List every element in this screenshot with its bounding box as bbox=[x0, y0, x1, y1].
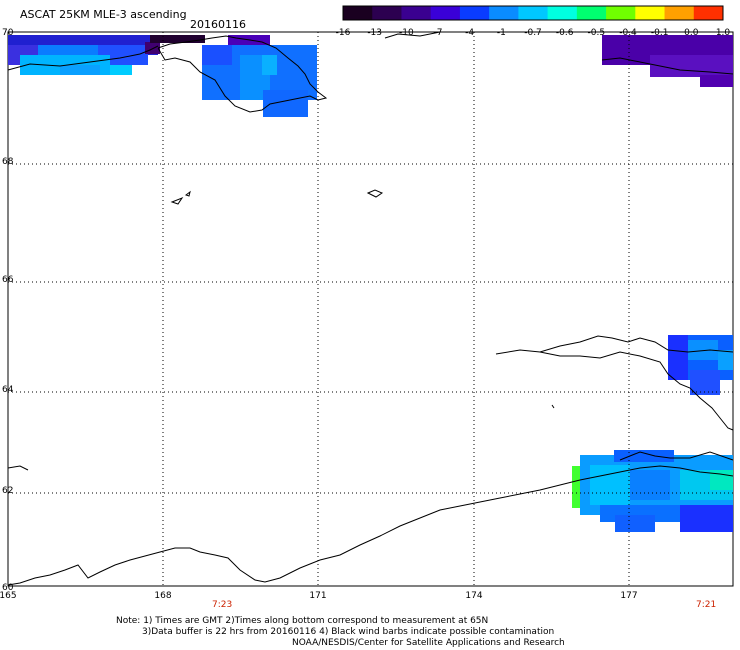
colorbar-label: -4 bbox=[465, 28, 474, 38]
colorbar-swatch bbox=[430, 6, 461, 20]
colorbar-label: -0.7 bbox=[524, 28, 542, 38]
colorbar-swatch bbox=[372, 6, 402, 20]
latitude-label: 70 bbox=[2, 28, 14, 38]
note-line-3: NOAA/NESDIS/Center for Satellite Applica… bbox=[292, 638, 565, 648]
time-label-right: 7:21 bbox=[696, 600, 717, 610]
colorbar-swatch bbox=[576, 6, 607, 20]
longitude-labels: 165 168 171 174 177 bbox=[0, 591, 638, 601]
colorbar-label: -0.1 bbox=[651, 28, 669, 38]
colorbar-swatch bbox=[489, 6, 519, 20]
latitude-label: 66 bbox=[2, 275, 14, 285]
colorbar-swatch bbox=[606, 6, 636, 20]
colorbar-label: -16 bbox=[336, 28, 351, 38]
colorbar-label: 1.0 bbox=[716, 28, 731, 38]
longitude-label: 168 bbox=[154, 591, 171, 601]
colorbar-swatch bbox=[459, 6, 490, 20]
longitude-label: 165 bbox=[0, 591, 17, 601]
longitude-label: 171 bbox=[309, 591, 326, 601]
colorbar-swatch bbox=[693, 6, 724, 20]
coastlines bbox=[7, 31, 734, 586]
data-swath-top-center bbox=[202, 35, 317, 117]
latitude-label: 62 bbox=[2, 486, 13, 496]
map-frame bbox=[7, 31, 734, 587]
colorbar-label: 0.0 bbox=[684, 28, 699, 38]
latitude-label: 60 bbox=[2, 583, 14, 593]
latitude-label: 64 bbox=[2, 385, 14, 395]
colorbar-frame bbox=[342, 5, 724, 21]
colorbar-swatch bbox=[518, 6, 549, 20]
note-line-1: Note: 1) Times are GMT 2)Times along bot… bbox=[116, 616, 489, 626]
note-line-2: 3)Data buffer is 22 hrs from 20160116 4)… bbox=[142, 627, 555, 637]
data-swath-right-middle bbox=[668, 335, 733, 395]
map-date: 20160116 bbox=[190, 18, 246, 31]
colorbar-swatch bbox=[635, 6, 666, 20]
colorbar-label: -10 bbox=[399, 28, 414, 38]
latitude-labels: 70 68 66 64 62 60 bbox=[2, 28, 14, 593]
data-swath-top-left bbox=[8, 35, 205, 75]
colorbar-swatch bbox=[401, 6, 432, 20]
colorbar-label: -13 bbox=[367, 28, 382, 38]
data-swath-bottom-right bbox=[572, 450, 733, 532]
colorbar-swatch bbox=[664, 6, 695, 20]
colorbar-label: -0.4 bbox=[619, 28, 637, 38]
map-title: ASCAT 25KM MLE-3 ascending bbox=[20, 8, 187, 21]
colorbar-swatch bbox=[343, 6, 373, 20]
gridlines bbox=[8, 32, 733, 586]
colorbar-label: -0.6 bbox=[556, 28, 574, 38]
longitude-label: 174 bbox=[465, 591, 482, 601]
colorbar-label: -7 bbox=[434, 28, 443, 38]
latitude-label: 68 bbox=[2, 157, 14, 167]
data-swath-top-right bbox=[602, 35, 733, 87]
time-label-left: 7:23 bbox=[212, 600, 233, 610]
colorbar-label: -1 bbox=[497, 28, 506, 38]
colorbar-label: -0.5 bbox=[588, 28, 606, 38]
colorbar-swatch bbox=[547, 6, 578, 20]
colorbar: -16 -13 -10 -7 -4 -1 -0.7 -0.6 -0.5 -0.4 -0.1 0.0 1.… bbox=[336, 5, 731, 38]
longitude-label: 177 bbox=[620, 591, 637, 601]
